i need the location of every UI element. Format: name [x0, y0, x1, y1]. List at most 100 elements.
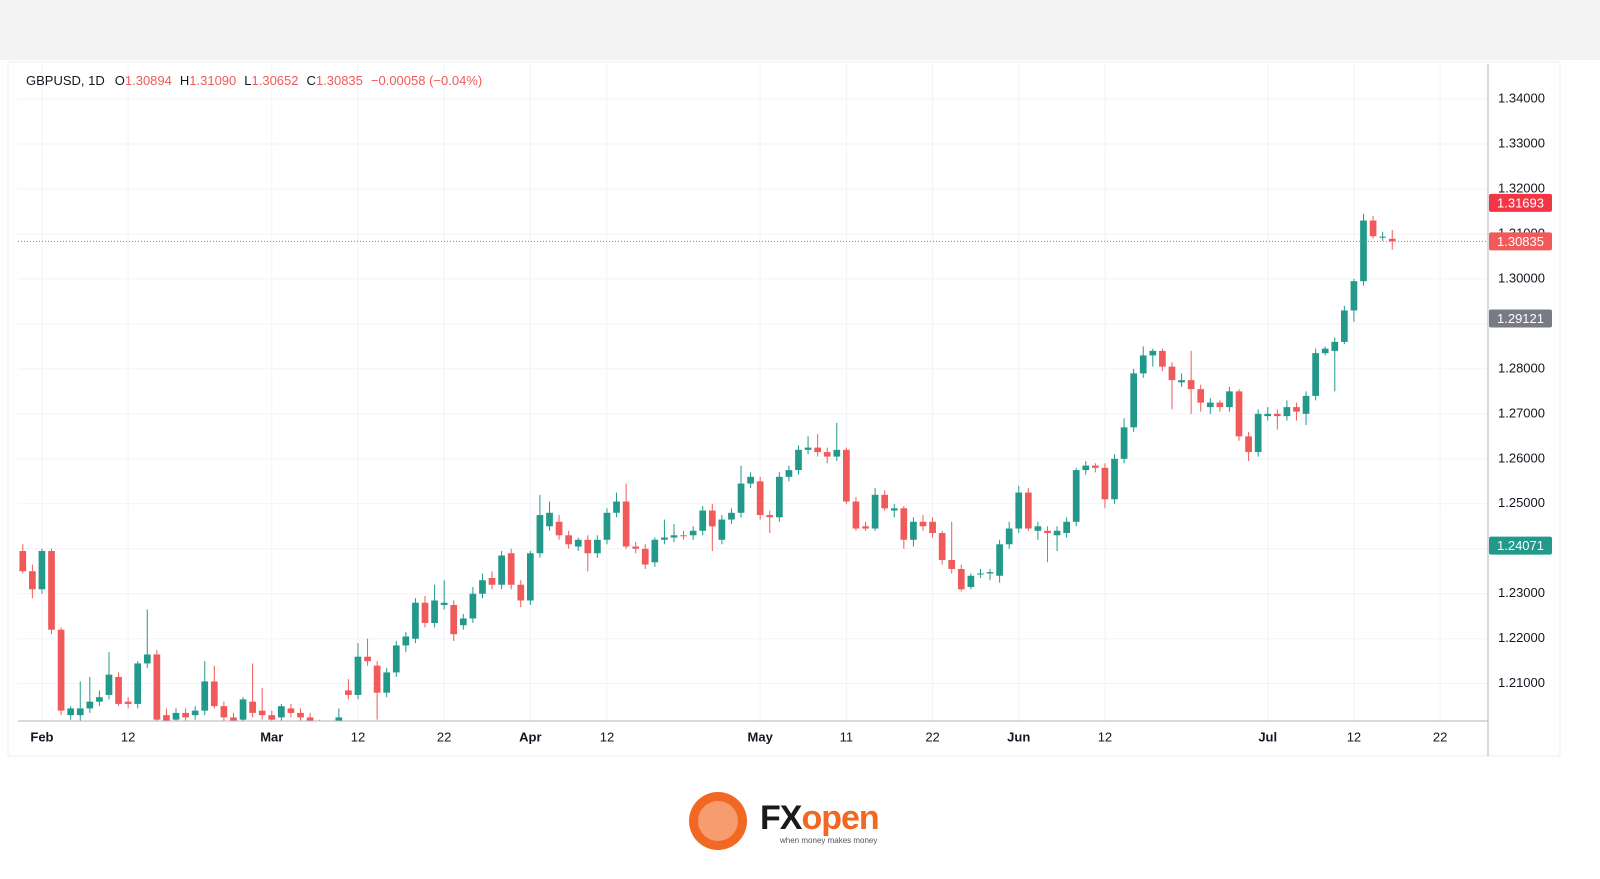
candle-body — [1149, 350, 1157, 356]
candle-body — [19, 551, 27, 572]
candle-body — [479, 580, 486, 594]
x-tick-label: 11 — [840, 729, 854, 744]
candle-body — [1072, 470, 1080, 522]
legend-key: C — [307, 73, 316, 88]
legend-key: H — [180, 73, 189, 88]
candle-body — [287, 708, 295, 713]
candle-body — [651, 539, 659, 563]
y-tick-label: 1.28000 — [1498, 360, 1545, 375]
candle-body — [1264, 413, 1272, 417]
candle-body — [1369, 220, 1377, 237]
candle-body — [459, 618, 467, 626]
candle-body — [392, 645, 400, 673]
y-tick-label: 1.21000 — [1498, 675, 1545, 690]
candle-body — [1005, 528, 1013, 545]
logo-tagline: when money makes money — [779, 836, 877, 845]
candle-body — [641, 548, 649, 565]
x-tick-label: Jul — [1258, 729, 1277, 744]
logo-open: open — [801, 799, 878, 837]
candle-body — [1015, 492, 1023, 529]
candle-body — [766, 515, 774, 518]
candle-body — [919, 521, 927, 527]
candle-body — [1350, 281, 1358, 311]
candle-body — [1206, 402, 1214, 408]
candle-body — [661, 537, 668, 540]
candle-body — [747, 476, 754, 484]
legend-key: O — [115, 73, 125, 88]
candle-body — [354, 656, 362, 695]
candle-body — [546, 512, 553, 527]
grid — [18, 64, 1488, 721]
candle-body — [115, 676, 122, 704]
candle-body — [938, 533, 946, 561]
candle-body — [574, 539, 582, 547]
candle-body — [1235, 391, 1243, 437]
candle-body — [1388, 238, 1396, 242]
candle-body — [1120, 427, 1128, 459]
candle-body — [306, 717, 314, 721]
candle-body — [756, 481, 764, 516]
candle-body — [1216, 402, 1224, 408]
y-tick-label: 1.34000 — [1498, 91, 1545, 106]
x-tick-label: Apr — [519, 729, 541, 744]
candle-body — [1331, 341, 1339, 351]
candle-body — [1379, 236, 1387, 238]
y-tick-label: 1.27000 — [1498, 405, 1545, 420]
candle-body — [1341, 310, 1348, 342]
candle-body — [785, 470, 793, 477]
candle-body — [96, 697, 103, 702]
candle-body — [622, 501, 630, 547]
price-label-box — [1489, 193, 1552, 212]
y-tick-label: 1.30000 — [1498, 270, 1545, 285]
candle-body — [124, 701, 132, 704]
x-tick-label: 22 — [1433, 729, 1447, 744]
candle-body — [402, 636, 410, 646]
candle-body — [153, 654, 161, 720]
x-tick-label: Feb — [30, 729, 53, 744]
candle-body — [1178, 380, 1185, 383]
candle-body — [1360, 220, 1367, 282]
candle-body — [431, 600, 438, 623]
candle-body — [278, 706, 285, 718]
candle-body — [881, 494, 889, 509]
candle-body — [517, 584, 525, 601]
candle-body — [373, 665, 381, 693]
candle-body — [57, 629, 65, 711]
candle-body — [948, 560, 956, 570]
logo-text: FXopen — [760, 799, 879, 837]
candle-body — [249, 701, 256, 713]
candle-body — [890, 508, 898, 511]
candle-body — [335, 717, 343, 721]
logo-icon — [689, 792, 747, 850]
logo-icon-inner — [698, 801, 738, 841]
x-tick-label: Jun — [1007, 729, 1030, 744]
candle-body — [1245, 436, 1252, 453]
candle-body — [412, 602, 419, 639]
logo-fx: FX — [760, 799, 803, 837]
price-label: 1.24071 — [1497, 538, 1544, 553]
price-label-box — [1489, 536, 1552, 555]
plot-area — [18, 213, 1488, 721]
candle-body — [526, 553, 534, 601]
x-tick-label: 22 — [437, 729, 451, 744]
legend-change: −0.00058 (−0.04%) — [371, 73, 482, 88]
candle-body — [268, 715, 276, 720]
candle-body — [871, 494, 879, 529]
y-tick-label: 1.23000 — [1498, 585, 1545, 600]
candle-body — [1111, 458, 1118, 500]
candle-body — [1159, 350, 1166, 367]
candle-body — [1283, 407, 1291, 417]
candle-body — [86, 701, 94, 709]
x-tick-label: 12 — [600, 729, 614, 744]
candle-body — [708, 510, 716, 527]
candle-body — [680, 535, 687, 537]
legend-value: 1.30652 — [252, 73, 299, 88]
legend: GBPUSD, 1D O1.30894 H1.31090 L1.30652 C1.308… — [26, 73, 482, 88]
candle-body — [1082, 465, 1090, 471]
y-tick-label: 1.22000 — [1498, 630, 1545, 645]
candle-body — [996, 544, 1003, 576]
candle-body — [718, 519, 726, 540]
candle-body — [1044, 530, 1051, 534]
candle-body — [1092, 465, 1099, 468]
